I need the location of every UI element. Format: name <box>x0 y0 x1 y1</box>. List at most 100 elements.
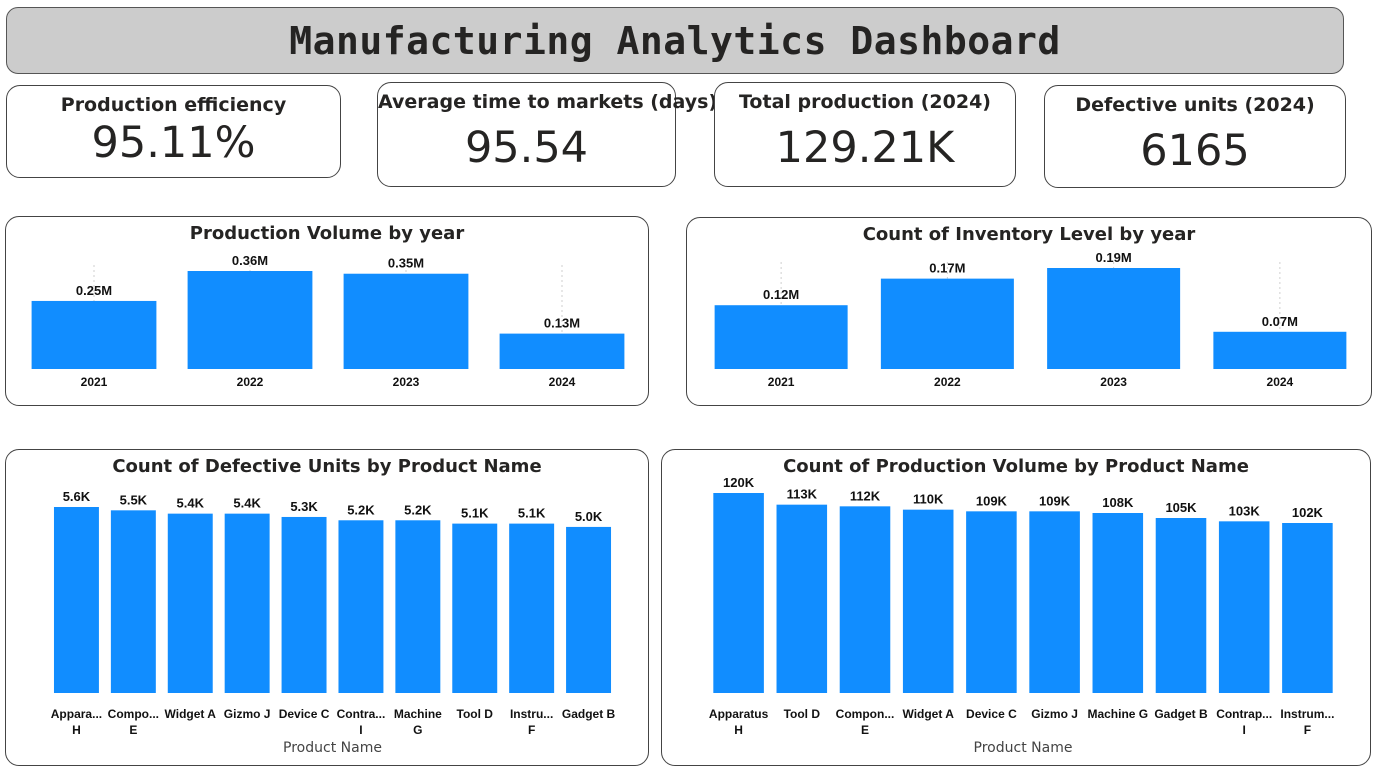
x-tick-label: Contrap... <box>1216 707 1272 721</box>
chart-title: Count of Inventory Level by year <box>862 224 1196 245</box>
bar[interactable] <box>1282 523 1333 693</box>
bar[interactable] <box>880 278 1014 369</box>
bar[interactable] <box>343 273 469 369</box>
bar[interactable] <box>902 509 954 693</box>
chart-inventory-level-by-year[interactable]: Count of Inventory Level by year 0.12M 20… <box>686 217 1372 406</box>
x-tick-label: E <box>129 723 137 737</box>
x-tick-label: Instru... <box>510 707 553 721</box>
bar[interactable] <box>1218 521 1270 693</box>
chart-production-volume-by-product[interactable]: Count of Production Volume by Product Na… <box>661 449 1371 766</box>
bar[interactable] <box>31 300 157 369</box>
kpi-value: 95.11% <box>91 118 256 168</box>
data-label: 5.1K <box>461 506 489 521</box>
data-label: 5.1K <box>518 506 546 521</box>
x-tick-label: F <box>1304 723 1311 737</box>
x-tick-label: Widget A <box>902 707 954 721</box>
x-tick-label: Appara... <box>51 707 102 721</box>
x-tick-label: Tool D <box>784 707 821 721</box>
chart-production-volume-by-year[interactable]: Production Volume by year 0.25M 2021 0.36M… <box>5 216 649 406</box>
bar[interactable] <box>53 507 99 693</box>
data-label: 105K <box>1165 500 1197 515</box>
x-tick-label: 2021 <box>768 375 795 389</box>
bar[interactable] <box>187 271 313 369</box>
bar[interactable] <box>714 305 848 369</box>
bar[interactable] <box>499 333 625 369</box>
chart-defective-units-by-product[interactable]: Count of Defective Units by Product Name… <box>5 449 649 766</box>
chart-canvas: 0.25M 2021 0.36M 2022 0.35M 2023 0.13M 2024 <box>31 253 625 389</box>
kpi-card-avg-time-to-market[interactable]: Average time to markets (days) 95.54 <box>377 82 718 187</box>
data-label: 0.25M <box>76 283 112 298</box>
kpi-label: Average time to markets (days) <box>378 91 718 113</box>
x-tick-label: I <box>359 723 362 737</box>
bar[interactable] <box>566 526 612 693</box>
bar[interactable] <box>776 504 828 693</box>
data-label: 112K <box>850 488 881 503</box>
kpi-value: 129.21K <box>775 123 955 173</box>
chart-canvas: 120K Apparatus H 113K Tool D 112K Compon... E 11… <box>709 475 1334 756</box>
x-tick-label: Apparatus <box>709 707 769 721</box>
bar[interactable] <box>281 516 327 693</box>
x-tick-label: F <box>528 723 535 737</box>
data-label: 5.5K <box>120 492 148 507</box>
bar[interactable] <box>509 523 555 693</box>
data-label: 5.0K <box>575 509 603 524</box>
data-label: 0.36M <box>232 253 268 268</box>
bar[interactable] <box>1155 518 1207 693</box>
page-title: Manufacturing Analytics Dashboard <box>289 18 1061 63</box>
x-tick-label: 2024 <box>549 375 576 389</box>
kpi-label: Defective units (2024) <box>1075 94 1315 116</box>
data-label: 109K <box>1039 493 1071 508</box>
x-tick-label: Compon... <box>836 707 895 721</box>
kpi-card-total-production[interactable]: Total production (2024) 129.21K <box>714 82 1016 187</box>
chart-canvas: 0.12M 2021 0.17M 2022 0.19M 2023 0.07M 2024 <box>714 250 1347 389</box>
bar[interactable] <box>1047 268 1181 369</box>
x-tick-label: Contra... <box>337 707 386 721</box>
kpi-label: Production efficiency <box>60 94 287 116</box>
chart-title: Production Volume by year <box>189 223 465 244</box>
data-label: 103K <box>1229 503 1261 518</box>
bar[interactable] <box>1213 331 1347 369</box>
bar[interactable] <box>110 510 156 693</box>
data-label: 0.19M <box>1096 250 1132 265</box>
kpi-card-defective-units[interactable]: Defective units (2024) 6165 <box>1044 85 1346 188</box>
kpi-card-production-efficiency[interactable]: Production efficiency 95.11% <box>6 85 341 178</box>
bar[interactable] <box>167 513 213 693</box>
data-label: 5.3K <box>290 499 318 514</box>
data-label: 5.2K <box>404 502 432 517</box>
data-label: 0.35M <box>388 256 424 271</box>
x-tick-label: 2021 <box>81 375 108 389</box>
kpi-label: Total production (2024) <box>739 91 991 113</box>
bar[interactable] <box>839 506 891 693</box>
bar[interactable] <box>713 493 764 693</box>
data-label: 109K <box>976 493 1008 508</box>
data-label: 102K <box>1292 505 1324 520</box>
chart-title: Count of Defective Units by Product Name <box>112 456 542 477</box>
x-tick-label: Gizmo J <box>1031 707 1078 721</box>
x-tick-label: 2023 <box>1100 375 1127 389</box>
data-label: 120K <box>723 475 755 490</box>
bar[interactable] <box>1029 511 1080 693</box>
data-label: 5.2K <box>347 502 375 517</box>
data-label: 5.4K <box>233 496 261 511</box>
bar[interactable] <box>395 520 441 693</box>
bar[interactable] <box>338 520 384 693</box>
kpi-value: 95.54 <box>464 123 589 173</box>
data-label: 108K <box>1102 495 1134 510</box>
bar[interactable] <box>224 513 270 693</box>
x-tick-label: Compo... <box>108 707 159 721</box>
bar[interactable] <box>1092 513 1144 693</box>
x-tick-label: G <box>413 723 422 737</box>
bar[interactable] <box>452 523 498 693</box>
x-tick-label: Widget A <box>165 707 217 721</box>
x-tick-label: Instrum... <box>1280 707 1334 721</box>
chart-canvas: 5.6K Appara... H 5.5K Compo... E 5.4K Widget A 5… <box>51 489 616 756</box>
x-tick-label: 2022 <box>934 375 961 389</box>
x-tick-label: Device C <box>966 707 1017 721</box>
chart-title: Count of Production Volume by Product Na… <box>783 456 1249 477</box>
bar[interactable] <box>966 511 1017 693</box>
x-tick-label: I <box>1243 723 1246 737</box>
x-tick-label: E <box>861 723 869 737</box>
x-tick-label: Gadget B <box>1154 707 1208 721</box>
data-label: 0.07M <box>1262 314 1298 329</box>
data-label: 113K <box>787 487 818 502</box>
